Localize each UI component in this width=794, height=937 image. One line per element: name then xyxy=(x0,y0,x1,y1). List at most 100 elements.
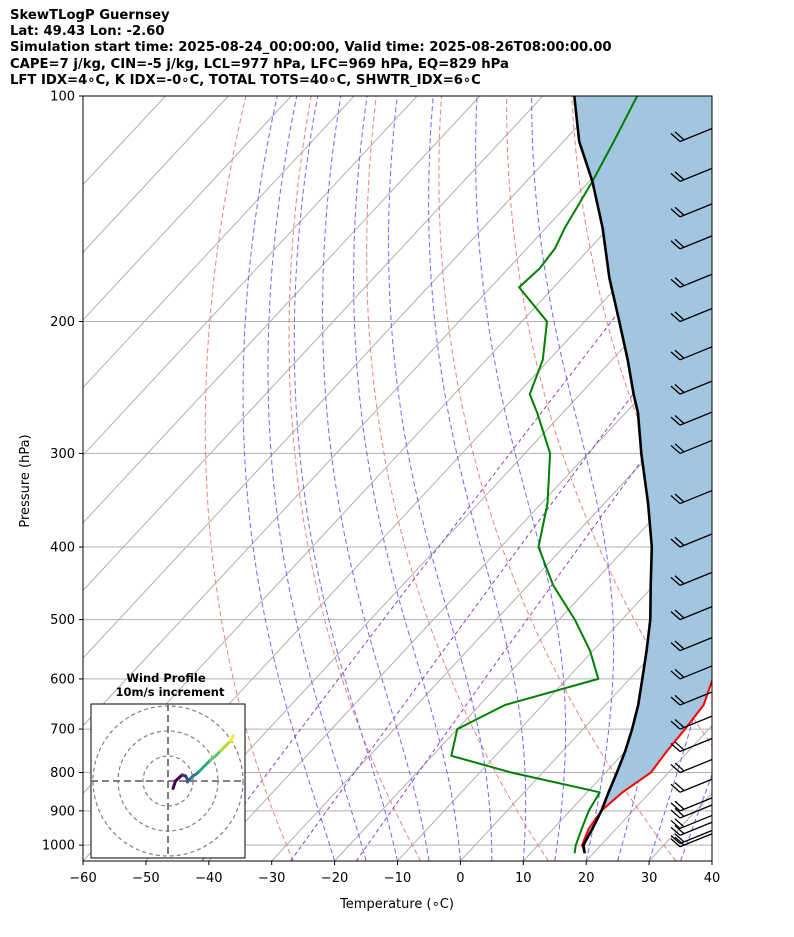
wind-barb xyxy=(670,665,713,680)
barb-flag xyxy=(674,238,685,248)
wind-barb xyxy=(670,127,713,143)
hodograph-title: Wind Profile xyxy=(126,671,206,685)
barb-shaft xyxy=(679,691,713,706)
wind-barb xyxy=(670,797,713,812)
wind-barb xyxy=(670,606,713,621)
barb-flag xyxy=(670,208,681,218)
title-line-3: Simulation start time: 2025-08-24_00:00:… xyxy=(10,40,612,56)
isotherm-line xyxy=(145,251,712,861)
barb-flag xyxy=(670,416,681,426)
barb-shaft xyxy=(679,346,713,361)
y-tick-label: 600 xyxy=(50,672,75,687)
barb-shaft xyxy=(679,439,713,455)
barb-flag xyxy=(670,743,681,753)
wind-barb xyxy=(670,778,713,793)
barb-flag xyxy=(674,277,685,287)
isotherm-line xyxy=(711,860,712,861)
barb-shaft xyxy=(679,203,713,218)
x-tick-label: −50 xyxy=(132,871,159,886)
wind-barb xyxy=(670,691,713,706)
isotherm-line xyxy=(271,386,712,861)
barb-flag xyxy=(670,278,681,288)
barb-flag xyxy=(674,782,685,792)
dewpoint-line xyxy=(450,96,639,854)
x-tick-label: −60 xyxy=(69,871,96,886)
barb-shaft xyxy=(679,273,713,288)
wind-barb xyxy=(670,737,713,753)
barb-flag xyxy=(670,240,681,250)
axis-ticks: −60 −50 −40 −30 −20 −10 0 10 20 30 40 100 200 300 400 5… xyxy=(42,90,720,887)
wind-barb xyxy=(670,804,713,819)
wind-barb xyxy=(670,235,713,250)
isotherm-line xyxy=(83,96,418,456)
wind-barb xyxy=(670,380,713,395)
moist-adiabat xyxy=(322,96,430,861)
barb-shaft xyxy=(679,665,713,680)
moist-adiabat xyxy=(475,96,567,861)
moist-adiabat xyxy=(353,96,461,861)
moist-adiabat xyxy=(388,96,493,861)
dry-adiabat xyxy=(701,96,712,151)
wind-barb xyxy=(670,715,713,730)
isotherm-line xyxy=(83,96,481,524)
barb-flag xyxy=(670,611,681,621)
y-tick-label: 700 xyxy=(50,723,75,738)
title-line-4: CAPE=7 j/kg, CIN=-5 j/kg, LCL=977 hPa, L… xyxy=(10,56,509,72)
barb-flag xyxy=(674,415,685,425)
isotherm-line xyxy=(83,96,355,389)
wind-barb xyxy=(670,439,713,455)
barb-flag xyxy=(674,443,685,453)
barb-flag xyxy=(670,670,681,680)
isotherm-line xyxy=(83,96,229,254)
barb-flag xyxy=(674,349,685,359)
dry-adiabat xyxy=(438,96,677,861)
barb-flag xyxy=(674,131,685,141)
isotherm-line xyxy=(585,724,712,861)
title-line-2: Lat: 49.43 Lon: -2.60 xyxy=(10,24,165,40)
y-axis-label: Pressure (hPa) xyxy=(18,434,33,527)
barb-flag xyxy=(670,576,681,586)
barb-flag xyxy=(674,640,685,650)
hodograph-segment xyxy=(229,734,235,743)
dry-adiabat xyxy=(767,96,794,861)
barb-flag xyxy=(674,493,685,503)
isotherm-line xyxy=(83,96,670,727)
y-tick-label: 100 xyxy=(50,90,75,105)
x-axis-label: Temperature (∘C) xyxy=(339,897,454,912)
barb-flag xyxy=(670,819,681,829)
barb-shaft xyxy=(679,606,713,621)
barb-flag xyxy=(670,835,681,844)
hodograph-plot xyxy=(91,704,245,858)
barb-flag xyxy=(674,609,685,619)
barb-shaft xyxy=(679,821,713,836)
barb-flag xyxy=(674,836,685,846)
dry-adiabat xyxy=(366,96,549,861)
y-tick-label: 200 xyxy=(50,315,75,330)
barb-flag xyxy=(674,384,685,393)
wind-barb xyxy=(670,758,713,774)
wind-barb xyxy=(670,203,713,218)
barb-flag xyxy=(670,802,681,812)
x-tick-label: −20 xyxy=(321,871,348,886)
barb-flag xyxy=(670,826,681,836)
wind-barb xyxy=(670,833,713,848)
x-tick-label: −30 xyxy=(258,871,285,886)
wind-barbs xyxy=(670,127,713,848)
barb-shaft xyxy=(679,127,713,143)
barb-flag xyxy=(670,132,681,142)
y-tick-label: 300 xyxy=(50,447,75,462)
moist-adiabat xyxy=(428,96,527,861)
barb-flag xyxy=(674,311,685,321)
barb-flag xyxy=(670,313,681,322)
moist-adiabat xyxy=(680,773,712,861)
y-tick-label: 900 xyxy=(50,804,75,819)
wind-barb xyxy=(670,533,713,548)
barb-flag xyxy=(674,741,685,751)
mixing-ratio-line xyxy=(290,287,712,861)
barb-shaft xyxy=(679,778,713,793)
wind-barb xyxy=(670,167,713,182)
wind-barb xyxy=(670,571,713,586)
title-line-5: LFT IDX=4∘C, K IDX=-0∘C, TOTAL TOTS=40∘C… xyxy=(10,72,481,88)
barb-flag xyxy=(674,575,685,585)
